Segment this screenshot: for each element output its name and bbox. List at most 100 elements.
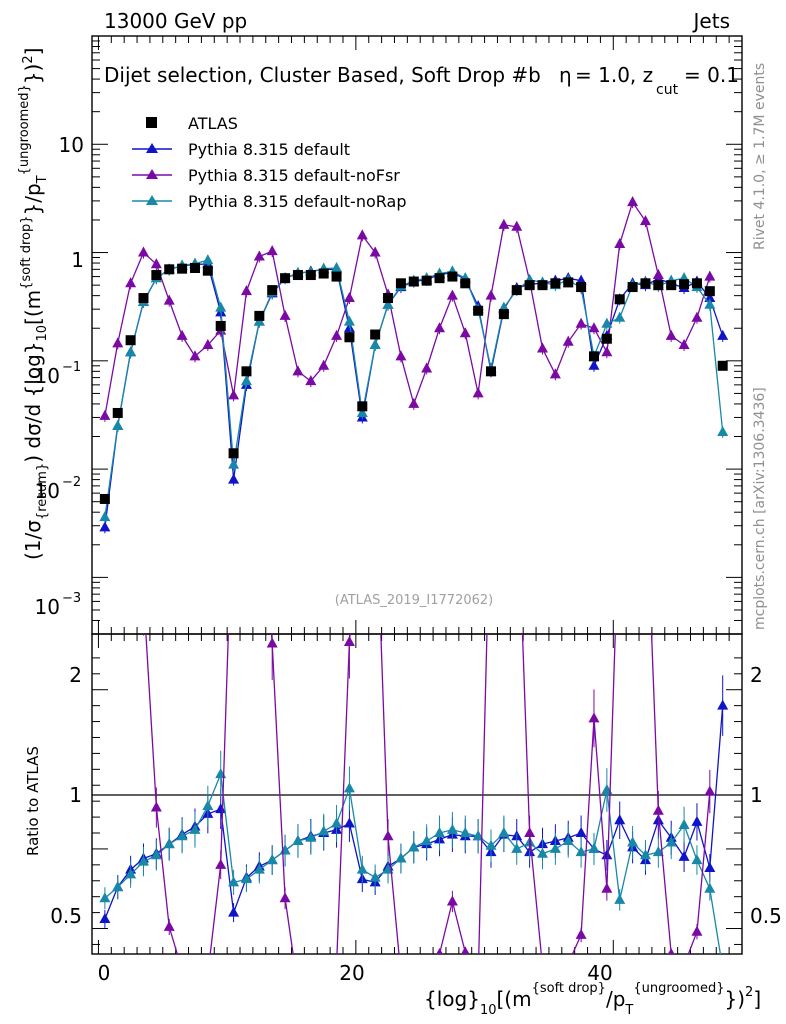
upper-norap-marker <box>704 298 716 309</box>
atlas-data-point <box>138 293 149 304</box>
upper-nofsr-marker <box>228 389 240 400</box>
upper-default-marker <box>588 359 600 370</box>
ratio-norap-marker <box>459 827 471 838</box>
ratio-nofsr-marker <box>318 980 329 990</box>
upper-norap-marker <box>382 298 394 309</box>
atlas-data-point <box>318 268 329 279</box>
atlas-data-point <box>653 280 664 291</box>
plot-title: Dijet selection, Cluster Based, Soft Dro… <box>104 63 739 98</box>
ratio-nofsr-marker <box>189 978 200 988</box>
svg-text:(1/σ{resum}) dσ/d {log}10[(m{s: (1/σ{resum}) dσ/d {log}10[(m{soft drop}}… <box>17 48 50 560</box>
ratio-norap-marker <box>292 834 304 845</box>
ratio-nofsr-marker <box>215 858 227 869</box>
upper-norap-marker <box>601 317 613 328</box>
ratio-nofsr-marker <box>343 635 355 646</box>
upper-nofsr-marker <box>331 329 343 340</box>
ratio-nofsr-marker <box>125 469 136 479</box>
atlas-data-point <box>202 265 213 276</box>
upper-nofsr-marker <box>536 342 548 353</box>
lower-plot-frame <box>91 633 743 955</box>
upper-default-marker <box>704 292 716 303</box>
atlas-data-point <box>717 360 728 371</box>
ratio-default-marker <box>691 815 703 826</box>
ratio-nofsr-marker <box>395 969 406 979</box>
ratio-nofsr-marker <box>461 946 470 954</box>
svg-text:= 0.1: = 0.1 <box>684 63 739 87</box>
upper-nofsr-marker <box>240 285 252 296</box>
ratio-norap-marker <box>343 782 355 793</box>
upper-nofsr-marker <box>369 246 381 257</box>
lower-y-label: Ratio to ATLAS <box>24 746 42 856</box>
ratio-default-marker <box>678 850 690 861</box>
ratio-norap-marker <box>704 882 716 893</box>
ratio-nofsr-marker <box>446 895 458 906</box>
upper-default-marker <box>717 329 729 340</box>
ratio-nofsr-line <box>145 634 711 954</box>
ratio-norap-marker <box>536 847 548 858</box>
ratio-nofsr-marker <box>667 948 675 954</box>
ratio-norap-marker <box>627 836 639 847</box>
ratio-nofsr-marker <box>537 961 548 971</box>
atlas-data-point <box>524 280 535 291</box>
ratio-nofsr-marker <box>563 958 574 968</box>
ratio-norap-marker <box>176 830 188 841</box>
atlas-data-point <box>640 278 651 289</box>
upper-y-label: (1/σ{resum}) dσ/d {log}10[(m{soft drop}}… <box>17 48 50 560</box>
ratio-norap-marker <box>717 962 728 972</box>
upper-nofsr-marker <box>562 335 574 346</box>
atlas-data-point <box>189 263 200 274</box>
ratio-norap-marker <box>408 841 420 852</box>
atlas-data-point <box>486 366 497 377</box>
ratio-default-marker <box>99 912 111 923</box>
ratio-nofsr-marker <box>601 882 613 893</box>
lower-y-tick-label: 2 <box>69 663 82 687</box>
upper-nofsr-marker <box>305 375 317 386</box>
ratio-nofsr-marker <box>112 469 123 479</box>
atlas-data-point <box>679 279 690 290</box>
ratio-nofsr-marker <box>575 928 587 939</box>
upper-nofsr-marker <box>446 289 458 300</box>
ratio-norap-marker <box>639 849 651 860</box>
svg-text:= 1.0, z: = 1.0, z <box>575 63 653 87</box>
upper-nofsr-marker <box>112 337 124 348</box>
ratio-nofsr-marker <box>652 804 664 815</box>
upper-nofsr-marker <box>485 289 497 300</box>
upper-norap-marker <box>240 375 252 386</box>
upper-nofsr-marker <box>665 329 677 340</box>
ratio-norap-marker <box>446 823 458 834</box>
atlas-data-point <box>434 273 445 284</box>
ratio-norap-marker <box>588 842 600 853</box>
ratio-norap-marker <box>150 849 162 860</box>
atlas-data-point <box>241 366 252 377</box>
atlas-data-point <box>280 273 291 284</box>
upper-norap-marker <box>717 426 729 437</box>
upper-nofsr-marker <box>202 339 214 350</box>
upper-nofsr-marker <box>652 269 664 280</box>
atlas-data-point <box>151 270 162 281</box>
atlas-data-point <box>331 271 342 282</box>
ratio-default-marker <box>215 803 227 814</box>
ratio-norap-marker <box>678 819 690 830</box>
upper-nofsr-marker <box>318 359 330 370</box>
ratio-norap-marker <box>228 876 240 887</box>
lower-y-tick-label-right: 1 <box>750 783 763 807</box>
ratio-default-marker <box>343 817 355 828</box>
ratio-norap-marker <box>691 854 703 865</box>
svg-text:η: η <box>559 63 572 87</box>
upper-y-tick-label: 10 <box>35 479 60 503</box>
upper-nofsr-marker <box>601 346 613 357</box>
ratio-nofsr-marker <box>473 975 484 985</box>
ratio-nofsr-marker <box>704 785 716 796</box>
upper-norap-marker <box>228 458 240 469</box>
ratio-norap-marker <box>318 825 330 836</box>
upper-norap-marker <box>125 346 137 357</box>
upper-norap-marker <box>215 301 227 312</box>
upper-nofsr-marker <box>408 397 420 408</box>
upper-nofsr-marker <box>549 368 561 379</box>
ratio-nofsr-marker <box>640 469 651 479</box>
header-jets: Jets <box>692 9 730 33</box>
upper-nofsr-marker <box>292 365 304 376</box>
upper-nofsr-marker <box>343 292 355 303</box>
atlas-data-point <box>383 293 394 304</box>
ratio-nofsr-marker <box>511 469 522 479</box>
